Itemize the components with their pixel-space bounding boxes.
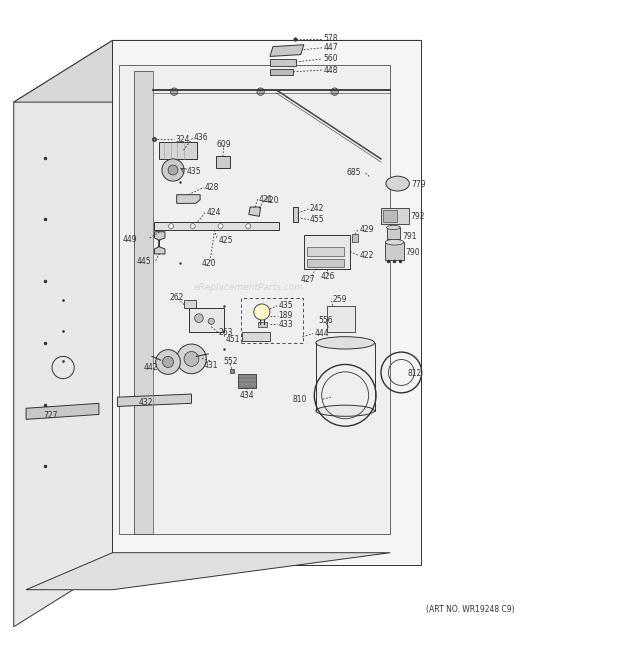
Text: 442: 442 [143, 363, 158, 372]
Circle shape [168, 165, 178, 175]
Text: 420: 420 [265, 196, 280, 206]
Circle shape [184, 352, 199, 366]
Bar [381, 208, 409, 224]
Ellipse shape [386, 176, 409, 191]
Polygon shape [134, 71, 153, 534]
Text: 790: 790 [405, 249, 420, 257]
Text: 420: 420 [202, 258, 216, 268]
Circle shape [257, 88, 264, 95]
Text: 447: 447 [324, 44, 338, 52]
Polygon shape [14, 40, 112, 627]
Bar [270, 69, 293, 75]
Bar [270, 59, 296, 65]
Text: eReplacementParts.com: eReplacementParts.com [193, 283, 303, 292]
Polygon shape [177, 195, 200, 204]
Polygon shape [112, 40, 421, 565]
Text: 445: 445 [136, 258, 151, 266]
Text: 792: 792 [410, 212, 425, 221]
Circle shape [156, 350, 180, 374]
Ellipse shape [385, 239, 404, 245]
Bar [159, 141, 197, 159]
Text: 560: 560 [324, 54, 338, 63]
Bar [242, 332, 270, 341]
Bar [184, 300, 197, 308]
Text: 449: 449 [123, 235, 137, 245]
Text: 428: 428 [205, 183, 219, 192]
Text: 421: 421 [259, 194, 273, 204]
Text: 262: 262 [169, 293, 184, 302]
Text: 263: 263 [219, 329, 233, 338]
Text: 242: 242 [310, 204, 324, 214]
Text: 427: 427 [301, 275, 315, 284]
Polygon shape [304, 235, 350, 269]
Circle shape [162, 356, 174, 368]
Ellipse shape [386, 225, 400, 229]
Circle shape [190, 223, 195, 229]
Text: 578: 578 [324, 34, 338, 43]
Polygon shape [26, 553, 390, 590]
Polygon shape [118, 65, 390, 534]
Circle shape [218, 223, 223, 229]
Bar [238, 374, 256, 388]
Ellipse shape [316, 405, 374, 416]
Text: 434: 434 [240, 391, 254, 401]
Text: 451: 451 [226, 334, 241, 344]
Text: 259: 259 [333, 295, 347, 304]
Circle shape [208, 318, 215, 325]
Polygon shape [270, 45, 304, 56]
Text: 433: 433 [278, 320, 293, 329]
Circle shape [162, 159, 184, 181]
Text: 448: 448 [324, 65, 338, 75]
Polygon shape [249, 207, 260, 216]
Text: 435: 435 [187, 167, 201, 176]
Text: 455: 455 [310, 215, 325, 224]
Text: 422: 422 [360, 251, 374, 260]
Text: 432: 432 [138, 398, 153, 407]
Text: 431: 431 [204, 361, 218, 370]
Bar [352, 234, 358, 242]
Text: 436: 436 [194, 134, 208, 142]
Text: 189: 189 [278, 311, 293, 320]
Bar [189, 308, 224, 332]
Bar [307, 247, 344, 256]
Text: 810: 810 [293, 395, 307, 404]
Text: 812: 812 [407, 369, 422, 378]
Bar [327, 306, 355, 332]
Text: 685: 685 [347, 168, 361, 177]
Polygon shape [117, 394, 192, 407]
Circle shape [169, 223, 174, 229]
Bar [307, 259, 344, 267]
Polygon shape [154, 222, 279, 230]
Bar [257, 323, 267, 327]
Circle shape [246, 223, 250, 229]
Circle shape [177, 344, 206, 373]
Polygon shape [154, 232, 165, 254]
Text: 426: 426 [321, 272, 335, 281]
Ellipse shape [316, 336, 374, 349]
Text: 429: 429 [360, 225, 374, 234]
Bar [385, 242, 404, 260]
Text: 435: 435 [278, 301, 293, 310]
Text: 324: 324 [175, 135, 190, 143]
Polygon shape [293, 207, 298, 222]
Bar [386, 227, 400, 239]
Text: 424: 424 [206, 208, 221, 217]
Text: (ART NO. WR19248 C9): (ART NO. WR19248 C9) [426, 605, 515, 614]
Circle shape [170, 88, 178, 95]
Text: 727: 727 [43, 410, 58, 420]
Bar [216, 157, 230, 167]
Polygon shape [14, 40, 421, 102]
Bar [383, 210, 397, 223]
Text: 791: 791 [402, 231, 417, 241]
Polygon shape [26, 403, 99, 419]
Text: 425: 425 [219, 236, 233, 245]
Circle shape [331, 88, 339, 95]
Text: 556: 556 [319, 316, 334, 325]
Text: 444: 444 [314, 329, 329, 338]
Circle shape [195, 314, 203, 323]
Text: 552: 552 [224, 357, 238, 366]
Text: 609: 609 [216, 139, 231, 149]
Circle shape [254, 304, 270, 320]
Text: 779: 779 [411, 180, 426, 189]
